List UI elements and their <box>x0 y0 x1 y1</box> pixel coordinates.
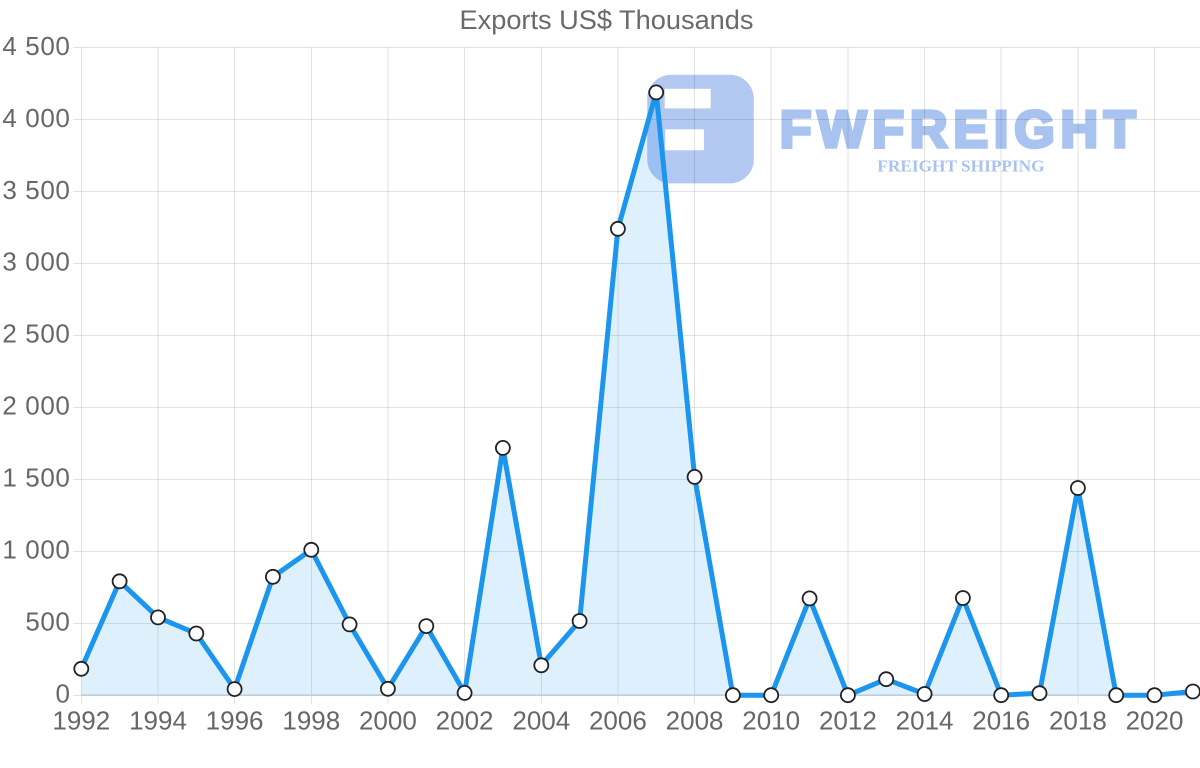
svg-text:Exports US$ Thousands: Exports US$ Thousands <box>460 5 754 35</box>
svg-text:FWFREIGHT: FWFREIGHT <box>780 101 1136 159</box>
svg-text:2002: 2002 <box>436 706 494 736</box>
svg-text:2008: 2008 <box>666 706 724 736</box>
svg-text:2020: 2020 <box>1126 706 1184 736</box>
svg-text:2006: 2006 <box>589 706 647 736</box>
svg-text:3 500: 3 500 <box>2 175 70 205</box>
svg-text:2000: 2000 <box>359 706 417 736</box>
svg-text:1998: 1998 <box>282 706 340 736</box>
svg-text:2016: 2016 <box>972 706 1030 736</box>
svg-text:500: 500 <box>25 607 70 637</box>
svg-text:0: 0 <box>55 679 70 709</box>
svg-text:4 500: 4 500 <box>2 31 70 61</box>
svg-text:1996: 1996 <box>206 706 264 736</box>
svg-text:1 000: 1 000 <box>2 535 70 565</box>
svg-text:2 000: 2 000 <box>2 391 70 421</box>
svg-text:1992: 1992 <box>52 706 110 736</box>
svg-text:2012: 2012 <box>819 706 877 736</box>
svg-text:3 000: 3 000 <box>2 247 70 277</box>
svg-text:2010: 2010 <box>742 706 800 736</box>
svg-text:2014: 2014 <box>896 706 954 736</box>
svg-text:1 500: 1 500 <box>2 463 70 493</box>
svg-text:2018: 2018 <box>1049 706 1107 736</box>
svg-text:2 500: 2 500 <box>2 319 70 349</box>
svg-text:2004: 2004 <box>512 706 570 736</box>
svg-text:FREIGHT SHIPPING: FREIGHT SHIPPING <box>877 156 1044 175</box>
svg-text:1994: 1994 <box>129 706 187 736</box>
svg-text:4 000: 4 000 <box>2 103 70 133</box>
